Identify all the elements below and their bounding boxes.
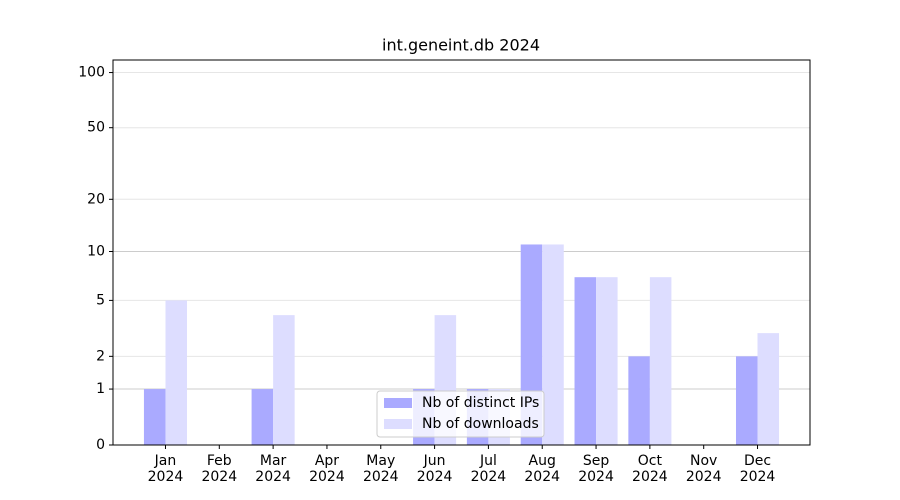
x-tick-label: Jul 2024 xyxy=(470,453,507,485)
bar xyxy=(574,277,597,445)
bar xyxy=(542,244,564,445)
x-tick-label: Dec 2024 xyxy=(739,453,776,485)
y-tick-label: 20 xyxy=(87,191,105,207)
x-tick-label: Mar 2024 xyxy=(255,453,291,485)
bar xyxy=(251,389,274,445)
legend-label: Nb of distinct IPs xyxy=(422,395,539,411)
legend-label: Nb of downloads xyxy=(422,416,539,432)
legend-swatch xyxy=(384,398,412,408)
x-tick-label: Jan 2024 xyxy=(147,453,184,485)
y-tick-label: 1 xyxy=(96,381,105,397)
y-tick-label: 50 xyxy=(87,120,105,136)
x-tick-label: Nov 2024 xyxy=(685,453,722,485)
legend: Nb of distinct IPs Nb of downloads xyxy=(376,390,545,438)
chart-title: int.geneint.db 2024 xyxy=(382,36,540,55)
bar xyxy=(628,356,650,445)
legend-swatch xyxy=(384,419,412,429)
plot-frame xyxy=(112,59,811,446)
x-tick-label: May 2024 xyxy=(362,453,399,485)
bar xyxy=(273,315,295,445)
x-tick-label: Oct 2024 xyxy=(632,453,668,485)
legend-box xyxy=(376,390,545,438)
y-tick-label: 0 xyxy=(96,437,105,453)
x-tick-label: Feb 2024 xyxy=(201,453,238,485)
y-tick-label: 5 xyxy=(96,292,105,308)
bar xyxy=(596,277,618,445)
bar xyxy=(649,277,672,445)
bar xyxy=(143,389,166,445)
bar xyxy=(735,356,758,445)
y-tick-label: 100 xyxy=(78,65,105,81)
x-tick-label: Sep 2024 xyxy=(578,453,614,485)
bar xyxy=(165,300,188,445)
bar xyxy=(757,333,780,445)
x-tick-label: Aug 2024 xyxy=(524,453,561,485)
x-tick-label: Apr 2024 xyxy=(309,453,345,485)
y-tick-label: 10 xyxy=(87,243,105,259)
x-tick-label: Jun 2024 xyxy=(416,453,453,485)
y-tick-label: 2 xyxy=(96,348,105,364)
